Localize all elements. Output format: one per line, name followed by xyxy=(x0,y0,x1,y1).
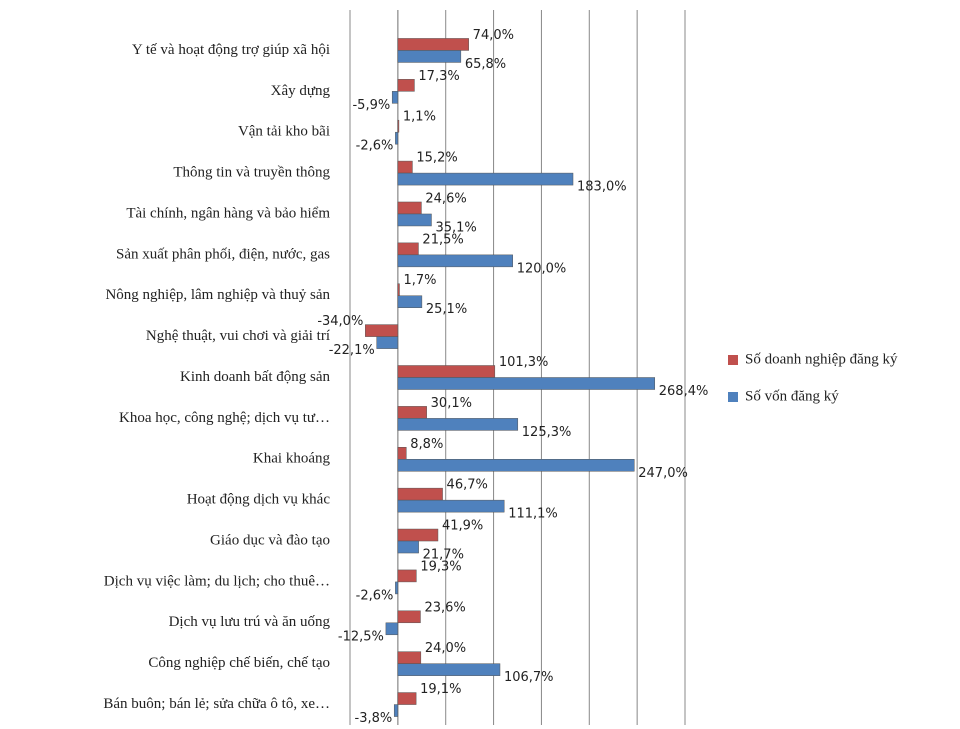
data-label: -34,0% xyxy=(317,314,363,329)
bar xyxy=(397,79,415,92)
data-label: -2,6% xyxy=(356,139,394,154)
data-label: -22,1% xyxy=(329,343,375,358)
category-label: Hoạt động dịch vụ khác xyxy=(187,492,331,508)
bar xyxy=(397,528,439,542)
category-label: Khoa học, công nghệ; dịch vụ tư… xyxy=(119,410,330,426)
data-label: 15,2% xyxy=(416,151,457,166)
data-label: 24,6% xyxy=(425,191,466,206)
bar xyxy=(397,447,407,460)
data-label: 74,0% xyxy=(473,28,514,43)
category-label: Bán buôn; bán lẻ; sửa chữa ô tô, xe… xyxy=(103,696,330,712)
bar xyxy=(385,622,399,636)
bar xyxy=(391,91,399,104)
category-label: Tài chính, ngân hàng và bảo hiểm xyxy=(126,205,330,221)
data-label: 23,6% xyxy=(424,600,465,615)
data-label: 183,0% xyxy=(577,180,627,195)
data-label: 101,3% xyxy=(499,355,549,370)
bar xyxy=(397,487,443,501)
data-label: 247,0% xyxy=(638,466,688,481)
bar xyxy=(397,50,462,63)
bar xyxy=(397,459,635,472)
bar xyxy=(397,365,496,378)
bar xyxy=(397,540,419,554)
category-label: Vận tải kho bãi xyxy=(238,124,330,140)
data-label: 21,7% xyxy=(423,548,464,563)
data-label: -3,8% xyxy=(355,711,393,726)
data-label: 46,7% xyxy=(447,478,488,493)
bar xyxy=(397,692,417,705)
data-label: -12,5% xyxy=(338,629,384,644)
category-label: Sản xuất phân phối, điện, nước, gas xyxy=(116,246,330,262)
data-label: 8,8% xyxy=(410,437,443,452)
category-label: Y tế và hoạt động trợ giúp xã hội xyxy=(132,42,330,58)
category-label: Giáo dục và đào tạo xyxy=(210,532,330,548)
data-label: 25,1% xyxy=(426,302,467,317)
bar xyxy=(365,324,399,337)
category-label: Dịch vụ việc làm; du lịch; cho thuê… xyxy=(104,573,330,589)
legend-swatch xyxy=(728,355,738,365)
bar xyxy=(397,283,400,296)
data-label: 120,0% xyxy=(517,261,567,276)
bar xyxy=(397,651,422,664)
data-label: 19,1% xyxy=(420,682,461,697)
bar xyxy=(397,377,656,390)
bar xyxy=(397,418,519,431)
bar xyxy=(397,38,469,51)
bar xyxy=(397,172,574,186)
bar xyxy=(397,213,432,227)
data-label: 125,3% xyxy=(522,425,572,440)
data-label: 21,5% xyxy=(422,232,463,247)
bar xyxy=(393,704,399,717)
bar xyxy=(397,663,501,676)
bar xyxy=(397,254,513,268)
legend-label: Số doanh nghiệp đăng ký xyxy=(745,351,898,367)
data-label: 41,9% xyxy=(442,519,483,534)
data-label: 65,8% xyxy=(465,57,506,72)
category-label: Nông nghiệp, lâm nghiệp và thuỷ sản xyxy=(105,287,330,303)
legend-swatch xyxy=(728,392,738,402)
category-label: Thông tin và truyền thông xyxy=(173,165,330,181)
bar xyxy=(397,160,413,174)
bar xyxy=(395,131,399,145)
bar xyxy=(376,336,399,349)
legend-label: Số vốn đăng ký xyxy=(745,388,839,404)
bar xyxy=(397,295,423,308)
data-label: 111,1% xyxy=(508,507,558,522)
category-label: Xây dựng xyxy=(271,83,331,99)
category-label: Nghệ thuật, vui chơi và giải trí xyxy=(146,328,330,344)
data-label: -5,9% xyxy=(352,98,390,113)
category-label: Công nghiệp chế biến, chế tạo xyxy=(148,655,330,671)
data-label: 30,1% xyxy=(431,396,472,411)
data-label: 17,3% xyxy=(418,69,459,84)
category-label: Khai khoáng xyxy=(253,451,331,467)
bar xyxy=(397,406,427,419)
data-label: 1,7% xyxy=(403,273,436,288)
bar xyxy=(397,119,400,133)
data-label: 24,0% xyxy=(425,641,466,656)
bar xyxy=(397,499,505,513)
bar xyxy=(397,610,421,624)
data-label: 35,1% xyxy=(435,220,476,235)
bar xyxy=(397,201,422,215)
data-label: 268,4% xyxy=(659,384,709,399)
bar xyxy=(395,581,399,595)
data-label: -2,6% xyxy=(356,588,394,603)
category-label: Kinh doanh bất động sản xyxy=(180,369,330,385)
data-label: 1,1% xyxy=(403,110,436,125)
bar xyxy=(397,569,417,583)
category-label: Dịch vụ lưu trú và ăn uống xyxy=(169,614,331,630)
data-label: 106,7% xyxy=(504,670,554,685)
bar xyxy=(397,242,419,256)
data-label: 19,3% xyxy=(420,559,461,574)
